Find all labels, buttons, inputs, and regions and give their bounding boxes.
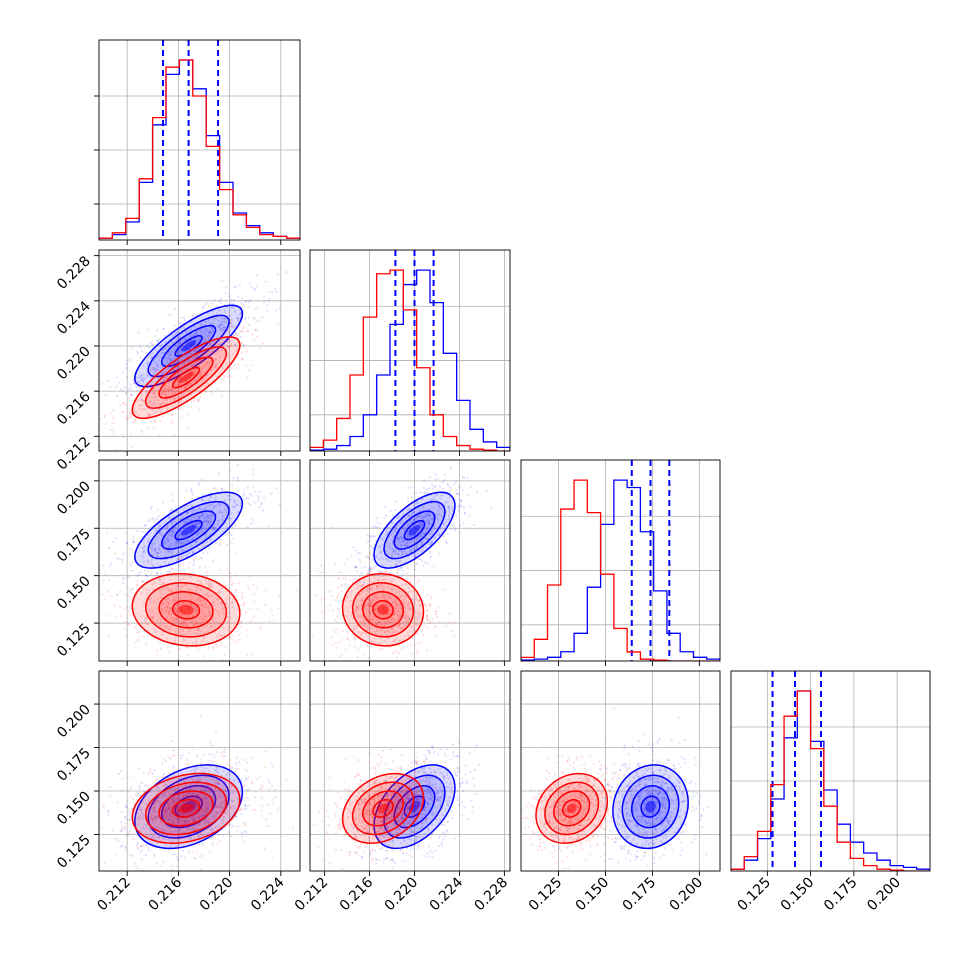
density-contours-series-2 [131,573,241,647]
tick-marks [94,703,282,876]
y-tick-label: 0.175 [54,526,94,566]
density-contours-series-2 [131,336,241,420]
scatter-panel-2-1 [94,249,301,456]
x-tick-label: 0.200 [864,875,904,915]
density-contours-series-1 [612,764,689,850]
grid-lines [310,250,510,451]
y-tick-label: 0.200 [54,702,94,742]
histogram-series-1 [99,59,300,240]
y-tick-label: 0.220 [54,343,94,383]
sample-points-series-2 [100,740,295,871]
density-contours-series-1 [373,764,456,850]
scatter-panel-3-1 [94,459,301,666]
histogram-panel-2 [309,249,511,456]
x-tick-label: 0.212 [292,875,332,915]
x-tick-label: 0.150 [573,875,613,915]
histogram-series-1 [521,479,720,661]
histogram-panel-4 [730,670,931,876]
tick-marks [324,871,505,876]
density-contours-series-2 [131,772,241,844]
scatter-panel-4-2 [309,670,511,876]
scatter-panel-3-2 [309,459,511,666]
y-tick-label: 0.228 [54,253,94,293]
x-tick-label: 0.224 [248,874,288,914]
panel-border [730,670,931,872]
panel-border [98,459,301,662]
histogram-series-2 [731,690,930,871]
tick-marks [558,661,700,666]
y-tick-label: 0.150 [54,573,94,613]
x-tick-label: 0.125 [526,875,566,915]
density-contours-series-2 [535,772,609,844]
tick-marks [766,871,898,876]
panel-border [98,39,301,241]
x-tick-label: 0.200 [667,875,707,915]
grid-lines [731,671,930,871]
x-tick-label: 0.216 [337,874,377,914]
tick-marks [94,95,282,245]
x-tick-label: 0.175 [620,875,660,915]
grid-lines [99,40,300,240]
x-tick-label: 0.150 [778,875,818,915]
panel-border [309,670,511,872]
x-tick-label: 0.216 [146,874,186,914]
density-contours-series-1 [134,491,244,569]
tick-marks [324,661,505,666]
x-tick-label: 0.220 [197,875,237,915]
y-tick-label: 0.216 [54,389,94,429]
x-tick-label: 0.228 [472,875,512,915]
grid-lines [521,460,720,661]
histogram-series-1 [731,690,930,871]
tick-marks [324,451,505,456]
tick-marks [558,871,700,876]
histogram-series-2 [310,269,510,451]
histogram-series-1 [310,269,510,451]
x-tick-label: 0.212 [94,875,134,915]
x-tick-label: 0.220 [382,875,422,915]
panel-border [309,249,511,452]
y-tick-label: 0.200 [54,478,94,518]
y-tick-label: 0.125 [54,832,94,872]
y-tick-label: 0.125 [54,621,94,661]
histogram-panel-3 [520,459,721,666]
panel-border [520,459,721,662]
density-contours-series-1 [134,304,244,388]
density-contours-series-1 [373,491,456,569]
y-tick-label: 0.212 [54,434,94,474]
density-contours-series-2 [341,573,425,647]
x-tick-label: 0.175 [821,875,861,915]
x-tick-label: 0.224 [427,874,467,914]
grid-lines [521,671,720,871]
grid-lines [310,671,510,871]
scatter-panel-4-1 [94,670,301,876]
histogram-panel-1 [94,39,301,245]
y-tick-label: 0.175 [54,745,94,785]
x-tick-label: 0.125 [735,875,775,915]
histogram-series-2 [521,479,720,661]
panel-border [520,670,721,872]
tick-marks [94,255,282,456]
y-tick-label: 0.224 [54,298,94,338]
panel-border [98,249,301,452]
scatter-panel-4-3 [520,670,721,876]
sample-points-series-1 [576,716,710,871]
panel-border [309,459,511,662]
grid-lines [99,250,300,451]
y-tick-label: 0.150 [54,789,94,829]
histogram-series-2 [99,59,300,240]
tick-marks [94,480,282,666]
panel-border [98,670,301,872]
density-contours-series-2 [341,772,425,844]
